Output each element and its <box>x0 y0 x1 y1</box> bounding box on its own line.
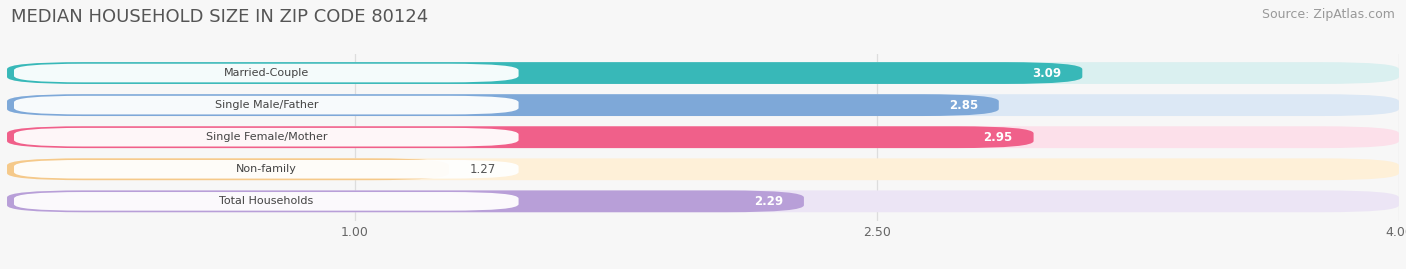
FancyBboxPatch shape <box>7 94 1399 116</box>
Text: MEDIAN HOUSEHOLD SIZE IN ZIP CODE 80124: MEDIAN HOUSEHOLD SIZE IN ZIP CODE 80124 <box>11 8 429 26</box>
FancyBboxPatch shape <box>7 190 1399 212</box>
FancyBboxPatch shape <box>7 158 449 180</box>
FancyBboxPatch shape <box>7 94 998 116</box>
FancyBboxPatch shape <box>14 128 519 147</box>
FancyBboxPatch shape <box>7 62 1399 84</box>
Text: Total Households: Total Households <box>219 196 314 206</box>
Text: 1.27: 1.27 <box>470 163 496 176</box>
Text: Married-Couple: Married-Couple <box>224 68 309 78</box>
Text: Non-family: Non-family <box>236 164 297 174</box>
Text: 3.09: 3.09 <box>1032 66 1062 80</box>
Text: Single Female/Mother: Single Female/Mother <box>205 132 328 142</box>
Text: 2.29: 2.29 <box>754 195 783 208</box>
Text: Single Male/Father: Single Male/Father <box>215 100 318 110</box>
Text: 2.85: 2.85 <box>949 99 979 112</box>
FancyBboxPatch shape <box>7 126 1399 148</box>
FancyBboxPatch shape <box>7 158 1399 180</box>
FancyBboxPatch shape <box>7 126 1033 148</box>
FancyBboxPatch shape <box>14 96 519 114</box>
FancyBboxPatch shape <box>7 62 1083 84</box>
FancyBboxPatch shape <box>7 190 804 212</box>
Text: 2.95: 2.95 <box>983 131 1012 144</box>
Text: Source: ZipAtlas.com: Source: ZipAtlas.com <box>1261 8 1395 21</box>
FancyBboxPatch shape <box>14 64 519 82</box>
FancyBboxPatch shape <box>14 192 519 211</box>
FancyBboxPatch shape <box>14 160 519 179</box>
